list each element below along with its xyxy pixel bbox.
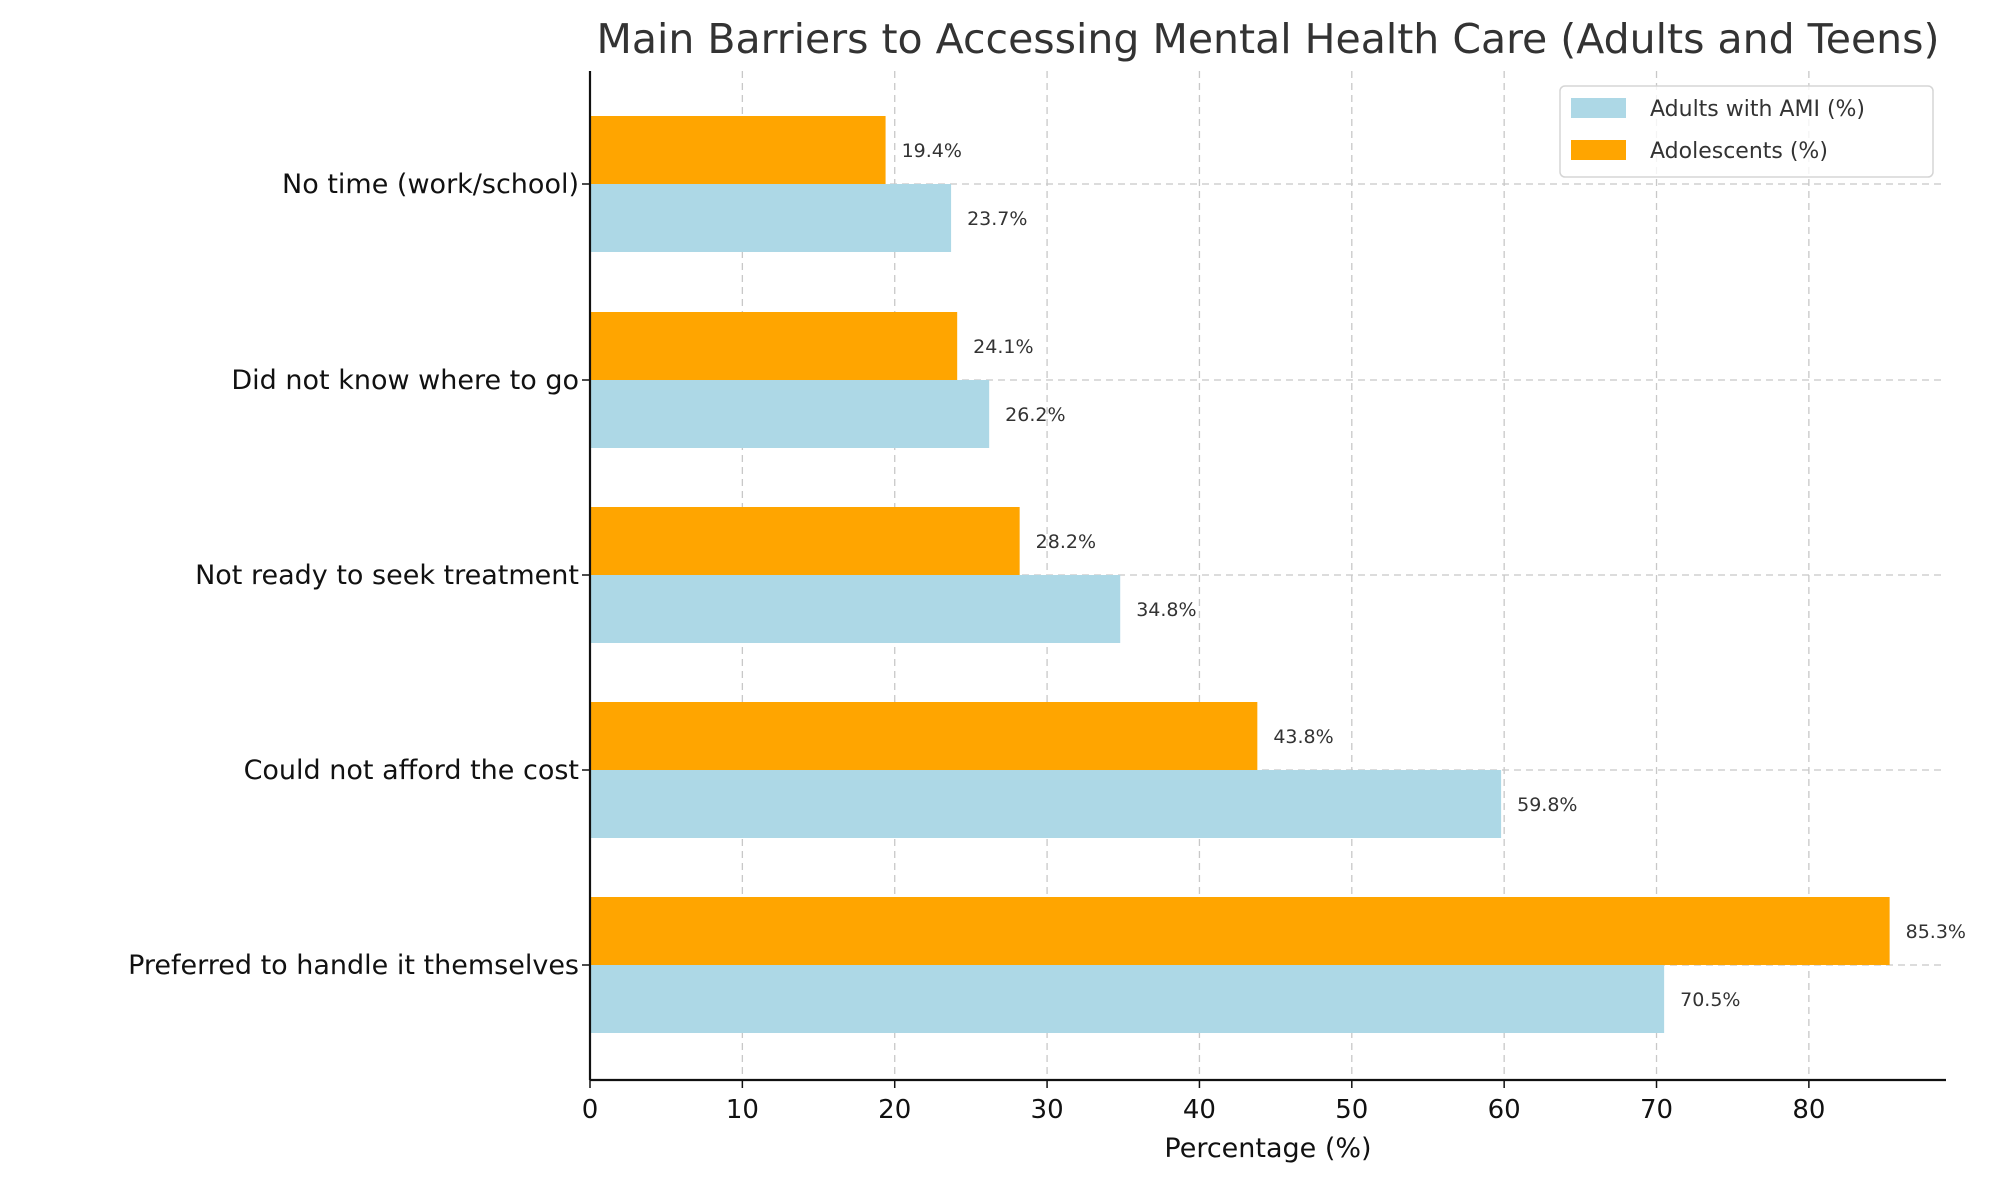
axes: 0 10 20 30 40 50 60 70 80 No time (work/school) Di… xyxy=(128,71,1946,1125)
bar-adults xyxy=(590,380,990,448)
data-label: 59.8% xyxy=(1517,794,1577,816)
legend-label-adolescents: Adolescents (%) xyxy=(1650,139,1828,164)
data-label: 43.8% xyxy=(1273,726,1333,748)
y-tick-label: No time (work/school) xyxy=(282,169,579,200)
bar-adolescents xyxy=(590,507,1020,575)
data-label: 26.2% xyxy=(1005,404,1065,426)
x-tick-label: 10 xyxy=(726,1095,759,1125)
data-label: 70.5% xyxy=(1680,989,1740,1011)
data-label: 34.8% xyxy=(1136,599,1196,621)
bar-adolescents xyxy=(590,897,1890,965)
bar-adults xyxy=(590,965,1665,1033)
chart-title: Main Barriers to Accessing Mental Health… xyxy=(596,15,1939,63)
data-label: 19.4% xyxy=(902,140,962,162)
legend-label-adults: Adults with AMI (%) xyxy=(1650,97,1865,122)
x-tick-label: 70 xyxy=(1640,1095,1673,1125)
x-tick-label: 50 xyxy=(1335,1095,1368,1125)
bars: 19.4% 23.7% 24.1% 26.2% 28.2% 34.8% 43.8% 59.8%… xyxy=(590,116,1966,1033)
x-tick-label: 40 xyxy=(1183,1095,1216,1125)
x-tick-label: 30 xyxy=(1031,1095,1064,1125)
x-tick-label: 80 xyxy=(1792,1095,1825,1125)
legend: Adults with AMI (%) Adolescents (%) xyxy=(1559,85,1934,178)
bar-adolescents xyxy=(590,702,1258,770)
data-label: 28.2% xyxy=(1036,531,1096,553)
bar-adults xyxy=(590,575,1121,643)
legend-swatch-adults xyxy=(1571,98,1626,118)
bar-adults xyxy=(590,184,952,252)
x-tick-label: 20 xyxy=(878,1095,911,1125)
data-label: 24.1% xyxy=(973,336,1033,358)
data-label: 85.3% xyxy=(1906,921,1966,943)
y-tick-label: Preferred to handle it themselves xyxy=(128,950,579,981)
bar-adolescents xyxy=(590,116,886,184)
x-tick-label: 60 xyxy=(1488,1095,1521,1125)
bar-adolescents xyxy=(590,312,958,380)
legend-swatch-adolescents xyxy=(1571,140,1626,160)
y-tick-label: Could not afford the cost xyxy=(244,755,579,786)
x-axis-label: Percentage (%) xyxy=(1164,1133,1371,1164)
y-tick-label: Not ready to seek treatment xyxy=(195,560,579,591)
y-tick-label: Did not know where to go xyxy=(231,365,579,396)
legend-box xyxy=(1559,85,1934,178)
x-tick-label: 0 xyxy=(582,1095,599,1125)
data-label: 23.7% xyxy=(967,208,1027,230)
bar-adults xyxy=(590,770,1502,838)
